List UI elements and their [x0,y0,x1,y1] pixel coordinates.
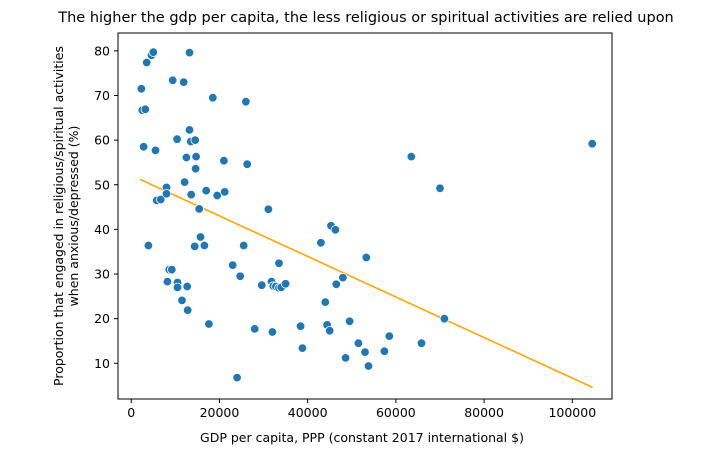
data-point [384,331,395,341]
data-point [361,252,372,263]
data-point [186,189,196,200]
data-point [360,347,370,357]
data-point [199,240,210,251]
data-point [219,187,230,197]
data-point [249,324,260,334]
data-point [344,316,355,327]
data-point [320,297,331,307]
y-tick-label: 80 [94,43,110,58]
x-tick-label: 40000 [288,405,328,420]
data-point [242,159,252,169]
data-point [295,321,306,331]
data-point [179,177,190,187]
data-points [136,47,597,383]
data-point [232,372,242,383]
y-axis-label: Proportion that engaged in religious/spi… [51,46,81,386]
y-axis-label-line-2: when anxious/depressed (%) [66,126,81,307]
data-point [587,138,597,149]
data-point [190,163,201,174]
data-point [338,272,348,283]
data-point [178,77,189,87]
data-point [238,240,249,251]
data-point [156,194,166,205]
data-point [353,338,364,348]
data-point [136,84,147,94]
data-point [235,271,245,282]
plot-frame [117,32,613,400]
data-point [162,276,173,287]
x-tick-label: 100000 [548,405,596,420]
data-point [331,279,342,290]
trend-line [139,178,593,389]
y-axis-label-line-1: Proportion that engaged in religious/spi… [51,46,66,386]
data-point [267,327,278,337]
data-point [340,353,351,363]
data-point [316,238,326,248]
data-point [241,96,251,107]
data-point [439,314,450,324]
data-point [167,75,178,86]
x-axis-label: GDP per capita, PPP (constant 2017 inter… [200,430,524,445]
data-point [190,135,200,145]
data-point [143,240,154,251]
data-point [191,151,201,162]
y-tick-label: 30 [94,267,110,282]
data-point [274,258,284,269]
data-point [212,190,222,201]
data-point [257,280,267,290]
data-point [416,338,427,348]
y-tick-label: 10 [94,356,110,371]
data-point [181,152,192,163]
y-tick-label: 50 [94,177,110,192]
data-point [195,232,206,242]
y-tick-label: 70 [94,88,110,103]
data-point [167,264,177,275]
data-point [297,343,308,353]
data-point [172,282,183,293]
data-point [227,260,238,270]
data-point [208,92,218,103]
y-axis-ticks: 10 20 30 40 50 60 70 80 [94,43,118,371]
data-point [204,319,214,329]
chart-title: The higher the gdp per capita, the less … [57,10,674,26]
data-point [161,188,172,199]
y-tick-label: 40 [94,222,110,237]
data-point [150,145,161,156]
data-point [189,241,200,252]
plot-area [117,32,613,400]
data-point [141,57,152,68]
x-tick-label: 0 [127,405,135,420]
data-point [182,305,193,315]
data-point [406,151,417,162]
data-point [325,326,335,336]
data-point [182,281,192,292]
y-tick-label: 60 [94,133,110,148]
data-point [263,204,274,215]
x-tick-label: 80000 [464,405,504,420]
data-point [219,155,229,166]
y-tick-label: 20 [94,311,110,326]
data-point [138,142,149,152]
data-point [177,295,187,306]
data-point [140,104,151,115]
x-axis-ticks: 0 20000 40000 60000 80000 100000 [127,399,596,420]
data-point [379,346,390,356]
data-point [201,185,211,196]
x-tick-label: 20000 [200,405,240,420]
x-tick-label: 60000 [376,405,416,420]
data-point [194,204,204,214]
data-point [280,279,291,289]
data-point [148,47,159,57]
data-point [435,183,445,194]
data-point [172,134,182,144]
data-point [184,125,195,135]
data-point [330,225,341,235]
data-point [184,47,195,58]
data-point [363,361,374,371]
